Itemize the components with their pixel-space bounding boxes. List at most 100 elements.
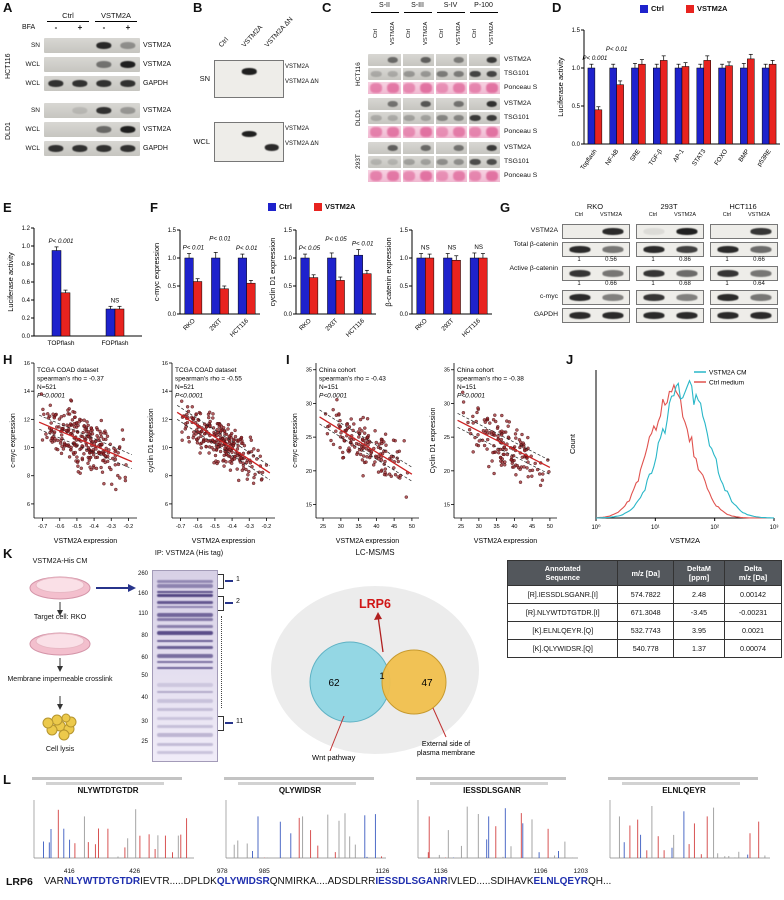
circle-element bbox=[185, 405, 190, 409]
text-element: 0.0 bbox=[22, 334, 31, 340]
circle-element bbox=[249, 449, 254, 454]
circle-element bbox=[329, 438, 333, 443]
blot-band bbox=[48, 144, 64, 152]
panel-label-H: H bbox=[3, 352, 13, 367]
fraction-divider bbox=[401, 156, 403, 168]
rect-element bbox=[114, 308, 125, 337]
circle-element bbox=[491, 418, 496, 422]
circle-element bbox=[94, 439, 98, 444]
blot-band bbox=[601, 228, 624, 235]
text-element: -0.5 bbox=[210, 524, 219, 530]
lane-label: VSTM2A bbox=[389, 21, 396, 45]
western-blot-strip bbox=[44, 141, 140, 156]
spectrum-title: QLYWIDSR bbox=[278, 786, 322, 795]
circle-element bbox=[525, 456, 529, 460]
ponceau-lane-smear bbox=[403, 126, 416, 138]
spectrum-header-bar bbox=[622, 782, 740, 785]
venn-left-count: 62 bbox=[328, 678, 340, 689]
circle-element bbox=[476, 406, 480, 410]
blot-band bbox=[420, 57, 432, 63]
circle-element bbox=[363, 426, 367, 430]
circle-element bbox=[95, 427, 100, 432]
circle-element bbox=[222, 453, 226, 458]
panel-f-qpcr-bar-charts: 0.0 0.5 1.0 1.5 c-myc expression RKO 293T HCT11… bbox=[148, 202, 496, 352]
panel-h-tcga-scatter: -0.7 -0.6 -0.5 -0.4 -0.3 -0.2 6 8 10 12 14 16 VSTM2A… bbox=[2, 354, 282, 546]
spectrum-title: NLYWTDTGTDR bbox=[77, 786, 139, 795]
circle-element bbox=[213, 453, 218, 458]
circle-element bbox=[507, 420, 512, 424]
cell-line-header: 293T bbox=[660, 202, 678, 211]
fraction-divider bbox=[434, 170, 436, 182]
circle-element bbox=[338, 445, 342, 450]
line-element bbox=[176, 405, 271, 467]
lcms-label: LC-MS/MS bbox=[355, 548, 395, 557]
circle-element bbox=[358, 452, 363, 457]
circle-element bbox=[70, 418, 75, 422]
circle-element bbox=[512, 445, 517, 449]
western-blot-strip bbox=[636, 308, 704, 323]
circle-element bbox=[338, 418, 342, 423]
fraction-underline bbox=[469, 12, 498, 13]
fraction-underline bbox=[370, 12, 399, 13]
table-cell: 532.7743 bbox=[617, 621, 674, 640]
text-element: TCGA COAD dataset bbox=[175, 367, 237, 374]
text-element: 0.4 bbox=[22, 298, 31, 304]
text-element: 6 bbox=[27, 502, 30, 508]
text-element: 10⁰ bbox=[591, 524, 601, 531]
circle-element bbox=[55, 438, 60, 443]
circle-element bbox=[466, 420, 470, 425]
bfa-label: BFA bbox=[22, 24, 36, 31]
circle-element bbox=[239, 435, 244, 440]
luciferase-bar-chart: 0.0 0.5 1.0 1.5 Luciferase activity Topflash N… bbox=[556, 28, 780, 171]
circle-element bbox=[248, 461, 253, 465]
path-element bbox=[595, 383, 774, 519]
table-row: [R].IESSDLSGANR.[I] 574.7822 2.48 0.00142 bbox=[506, 585, 782, 604]
fraction-divider bbox=[401, 82, 403, 94]
text-element: P<0.0001 bbox=[319, 393, 347, 400]
target-label: TSG101 bbox=[504, 158, 530, 165]
blot-band bbox=[387, 101, 399, 107]
ponceau-lane-smear bbox=[386, 82, 399, 94]
text-element: HCT116 bbox=[229, 317, 251, 339]
circle-element bbox=[48, 414, 52, 418]
circle-element bbox=[102, 481, 106, 486]
lane-label: VSTM2A bbox=[673, 212, 696, 218]
circle-element bbox=[105, 434, 110, 439]
ip-label: IP: VSTM2A (His tag) bbox=[154, 548, 224, 557]
lane-label: Ctrl bbox=[722, 212, 732, 218]
circle-element bbox=[214, 448, 219, 452]
gel-band-bracket bbox=[218, 596, 224, 611]
circle-element bbox=[51, 714, 63, 726]
flow-cytometry-histogram: 10⁰ 10¹ 10² 10³ VSTM2A Count VSTM2A CM Ctrl med… bbox=[568, 370, 778, 546]
ponceau-lane-smear bbox=[436, 82, 449, 94]
table-cell: [K].QLYWIDSR.[Q] bbox=[506, 639, 619, 658]
circle-element bbox=[41, 407, 45, 412]
sequence-segment: VAR bbox=[44, 876, 64, 887]
circle-element bbox=[211, 426, 216, 430]
table-header: Delta m/z [Da] bbox=[724, 560, 782, 586]
ponceau-lane-smear bbox=[436, 170, 449, 182]
text-element: spearman's rho = -0.38 bbox=[457, 376, 524, 383]
crosslink-workflow-schematic bbox=[29, 576, 136, 741]
circle-element bbox=[347, 425, 352, 429]
blot-band bbox=[403, 159, 415, 165]
circle-element bbox=[226, 427, 230, 431]
panel-k-crosslink-ip-ms: VSTM2A-His CM Target cell: RKO Membrane … bbox=[2, 548, 782, 772]
blot-band bbox=[72, 144, 88, 152]
circle-element bbox=[55, 425, 59, 429]
rect-element bbox=[362, 273, 372, 315]
text-element: NS bbox=[448, 245, 457, 252]
rect-element bbox=[237, 257, 247, 315]
text-element: -0.7 bbox=[38, 524, 47, 530]
circle-element bbox=[533, 461, 537, 466]
blot-band bbox=[749, 270, 772, 277]
text-element: FOPflash bbox=[101, 340, 128, 347]
legend-swatch bbox=[640, 5, 648, 13]
target-label: VSTM2A ΔN bbox=[285, 141, 319, 147]
circle-element bbox=[198, 451, 202, 455]
blot-band bbox=[48, 79, 64, 87]
text-element: 25 bbox=[458, 524, 464, 530]
circle-element bbox=[523, 448, 527, 453]
circle-element bbox=[78, 471, 82, 475]
circle-element bbox=[91, 447, 96, 452]
